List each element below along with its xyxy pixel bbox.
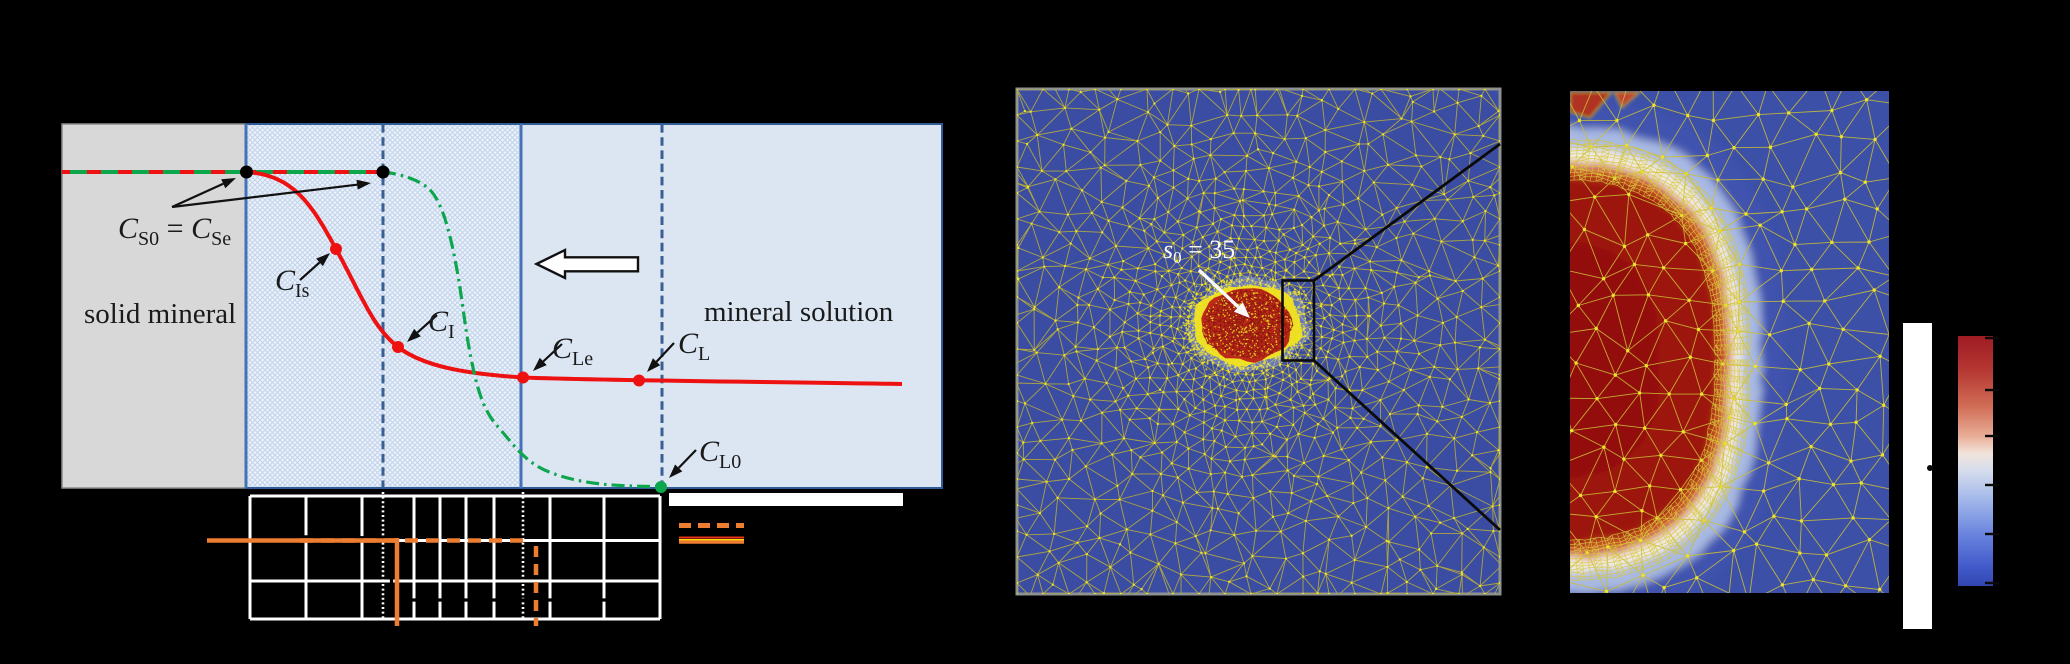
svg-text:CL0: CL0	[699, 435, 741, 473]
svg-text:CL: CL	[678, 327, 710, 365]
svg-text:mineral solution: mineral solution	[704, 296, 894, 328]
svg-text:s0 = 35: s0 = 35	[1163, 235, 1235, 267]
svg-text:CI: CI	[428, 305, 455, 343]
svg-text:solid mineral: solid mineral	[84, 298, 236, 330]
svg-text:CS0 = CSe: CS0 = CSe	[118, 212, 231, 250]
svg-text:CLe: CLe	[552, 332, 593, 370]
svg-text:CIs: CIs	[275, 264, 310, 302]
